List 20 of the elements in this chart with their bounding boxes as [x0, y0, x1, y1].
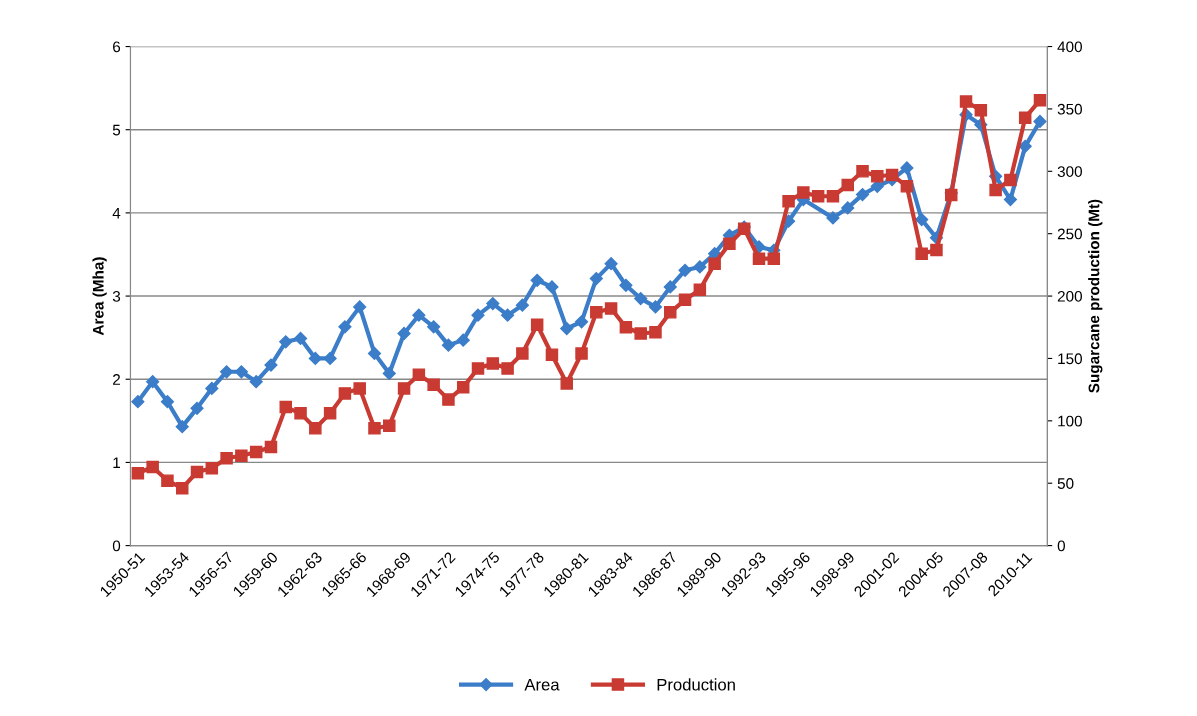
y-tick-label: 2 — [113, 374, 120, 385]
y-tick-label: 1 — [113, 457, 121, 468]
y-tick-label: 5 — [112, 124, 121, 136]
y-tick-label: 4 — [112, 207, 121, 219]
y2-tick-label: 400 — [1057, 41, 1082, 53]
y-tick-label: 0 — [112, 540, 121, 552]
y2-tick-label: 300 — [1057, 166, 1082, 177]
y2-tick-label: 250 — [1057, 228, 1082, 240]
y2-axis-title: Sugarcane production (Mt) — [1088, 199, 1103, 393]
y-tick-label: 3 — [112, 290, 121, 302]
y2-tick-label: 150 — [1058, 353, 1082, 365]
y2-tick-label: 350 — [1057, 103, 1082, 115]
y2-tick-label: 0 — [1057, 540, 1065, 552]
y2-tick-label: 200 — [1057, 290, 1082, 302]
y-tick-label: 6 — [113, 41, 121, 53]
y-axis-title: Area (Mha) — [92, 257, 107, 336]
legend-label: Area — [524, 678, 560, 691]
y2-tick-label: 50 — [1057, 478, 1074, 489]
legend-label: Production — [657, 678, 735, 691]
y2-tick-label: 100 — [1058, 415, 1082, 427]
